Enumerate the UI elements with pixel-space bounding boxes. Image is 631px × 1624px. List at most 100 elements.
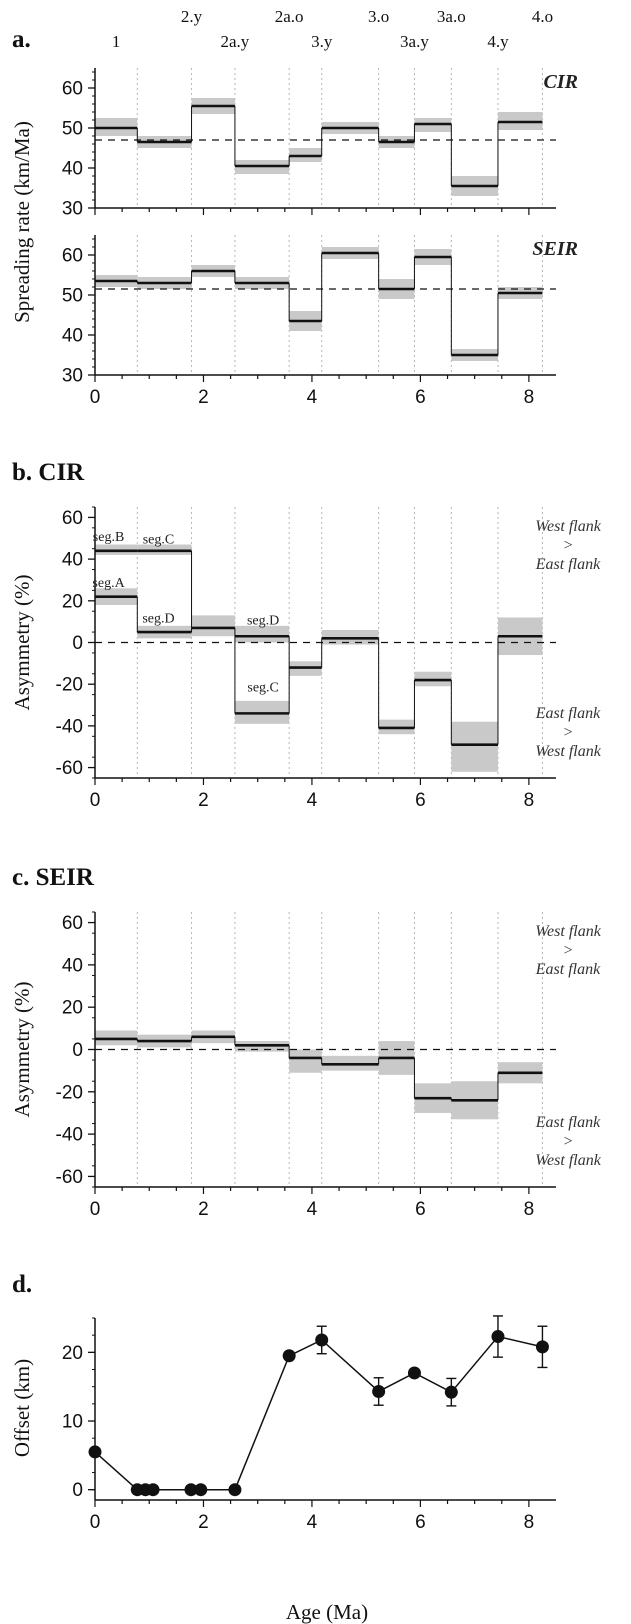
- panel-c-title: c. SEIR: [12, 864, 95, 891]
- panel-a-spreading-rate: a. 12.y2a.y2a.o3.y3.o3a.y3a.o4.y4.o304050…: [10, 7, 578, 408]
- panel-d-x-tick-label: 2: [198, 1512, 209, 1533]
- segment-label: seg.D: [142, 611, 174, 626]
- panel-d-data-point: [535, 1340, 549, 1354]
- panel-b-y-tick-label: -40: [56, 716, 83, 737]
- panel-a-seir-ridge-label: SEIR: [532, 238, 578, 260]
- chron-label: 2a.o: [275, 7, 304, 26]
- chron-label: 3a.y: [400, 32, 429, 51]
- panel-d-offset: d. 0 10 20 0 2 4 6 8 Offset (km) Age (Ma): [10, 1271, 556, 1624]
- panel-c-x-tick-label: 4: [307, 1199, 318, 1220]
- chron-label: 1: [112, 32, 121, 51]
- chron-label: 4.y: [487, 32, 509, 51]
- panel-a-cir-y-tick-label: 60: [62, 79, 83, 100]
- panel-a-x-tick-label: 4: [307, 387, 318, 408]
- panel-c-y-tick-label: 60: [62, 913, 83, 934]
- panel-c-top-flank-label: West flank: [535, 923, 602, 940]
- panel-a-seir-subplot: 30 40 50 60 SEIR: [62, 235, 578, 387]
- panel-d-y-tick-label: 20: [62, 1343, 83, 1364]
- panel-a-x-tick-label: 0: [90, 387, 101, 408]
- segment-label: seg.D: [247, 614, 279, 629]
- panel-d-data-point: [444, 1385, 458, 1399]
- panel-a-seir-y-tick-label: 30: [62, 366, 83, 387]
- panel-a-y-axis-label: Spreading rate (km/Ma): [10, 121, 34, 323]
- panel-a-cir-ridge-label: CIR: [544, 71, 578, 93]
- panel-d-x-tick-label: 6: [415, 1512, 426, 1533]
- panel-c-x-tick-label: 6: [415, 1199, 426, 1220]
- panel-a-x-tick-label: 8: [524, 387, 535, 408]
- chron-label: 3.y: [311, 32, 333, 51]
- chron-label: 3.o: [368, 7, 389, 26]
- panel-b-x-tick-label: 8: [524, 790, 535, 811]
- panel-d-title: d.: [12, 1271, 32, 1298]
- segment-label: seg.B: [93, 530, 125, 545]
- panel-d-data-point: [491, 1330, 505, 1344]
- chron-label: 3a.o: [437, 7, 466, 26]
- panel-a-x-tick-label: 2: [198, 387, 209, 408]
- panel-d-y-tick-label: 10: [62, 1412, 83, 1433]
- chron-label: 4.o: [532, 7, 553, 26]
- panel-d-x-tick-label: 4: [307, 1512, 318, 1533]
- panel-b-bottom-flank-label: >: [563, 724, 574, 741]
- panel-d-data-point: [282, 1349, 296, 1363]
- panel-c-y-tick-label: 20: [62, 998, 83, 1019]
- panel-b-uncertainty-band: [234, 625, 290, 643]
- panel-c-y-tick-label: -40: [56, 1125, 83, 1146]
- panel-b-y-tick-label: -60: [56, 758, 83, 779]
- panel-b-top-flank-label: East flank: [535, 556, 601, 573]
- panel-d-data-point: [372, 1384, 386, 1398]
- panel-c-seir-asymmetry: c. SEIR -60 -40 -20 0 20 40 60 0 2 4 6 8 Asymmetry (%…: [10, 864, 602, 1220]
- panel-c-x-tick-label: 0: [90, 1199, 101, 1220]
- segment-label: seg.C: [143, 532, 175, 547]
- panel-a-seir-y-tick-label: 50: [62, 286, 83, 307]
- panel-d-x-axis-label: Age (Ma): [286, 1600, 368, 1624]
- panel-b-bottom-flank-label: East flank: [535, 705, 601, 722]
- panel-b-x-tick-label: 6: [415, 790, 426, 811]
- panel-d-data-point: [407, 1366, 421, 1380]
- panel-d-offset-line: [94, 1335, 543, 1491]
- panel-b-y-axis-label: Asymmetry (%): [10, 575, 34, 711]
- panel-c-top-flank-label: East flank: [535, 961, 601, 978]
- panel-c-x-tick-label: 2: [198, 1199, 209, 1220]
- panel-d-data-point: [88, 1445, 102, 1459]
- panel-b-y-tick-label: -20: [56, 675, 83, 696]
- chron-label: 2a.y: [221, 32, 250, 51]
- chron-label: 2.y: [181, 7, 203, 26]
- panel-b-y-tick-label: 0: [72, 633, 83, 654]
- panel-b-x-tick-label: 4: [307, 790, 318, 811]
- panel-b-y-tick-label: 60: [62, 508, 83, 529]
- panel-c-y-tick-label: -60: [56, 1167, 83, 1188]
- panel-b-x-tick-label: 2: [198, 790, 209, 811]
- panel-b-uncertainty-band: [191, 615, 235, 637]
- panel-d-x-tick-label: 0: [90, 1512, 101, 1533]
- panel-b-cir-asymmetry: b. CIR -60 -40 -20 0 20 40 60 0 2 4 6 8 Asymmetry (%)…: [10, 459, 602, 811]
- panel-c-y-tick-label: 0: [72, 1040, 83, 1061]
- panel-b-x-tick-label: 0: [90, 790, 101, 811]
- panel-c-x-tick-label: 8: [524, 1199, 535, 1220]
- panel-b-uncertainty-band: [451, 721, 498, 772]
- panel-d-data-point: [146, 1483, 160, 1497]
- panel-d-x-tick-label: 8: [524, 1512, 535, 1533]
- panel-b-title: b. CIR: [12, 459, 85, 486]
- segment-label: seg.A: [92, 576, 125, 591]
- panel-d-data-point: [228, 1483, 242, 1497]
- panel-c-y-axis-label: Asymmetry (%): [10, 982, 34, 1118]
- panel-d-y-tick-label: 0: [72, 1480, 83, 1501]
- panel-c-bottom-flank-label: >: [563, 1133, 574, 1150]
- panel-b-top-flank-label: >: [563, 537, 574, 554]
- panel-b-bottom-flank-label: West flank: [535, 743, 602, 760]
- panel-c-uncertainty-band: [289, 1049, 322, 1073]
- panel-b-top-flank-label: West flank: [535, 518, 602, 535]
- panel-c-bottom-flank-label: East flank: [535, 1114, 601, 1131]
- panel-c-y-tick-label: -20: [56, 1082, 83, 1103]
- panel-a-x-tick-label: 6: [415, 387, 426, 408]
- panel-c-top-flank-label: >: [563, 942, 574, 959]
- panel-d-data-point: [194, 1483, 208, 1497]
- panel-a-cir-y-tick-label: 50: [62, 119, 83, 140]
- panel-d-data-point: [315, 1333, 329, 1347]
- panel-d-data-point: [184, 1483, 198, 1497]
- panel-a-cir-y-tick-label: 30: [62, 199, 83, 220]
- panel-b-y-tick-label: 20: [62, 591, 83, 612]
- segment-label: seg.C: [247, 680, 279, 695]
- panel-d-y-axis-label: Offset (km): [10, 1359, 34, 1457]
